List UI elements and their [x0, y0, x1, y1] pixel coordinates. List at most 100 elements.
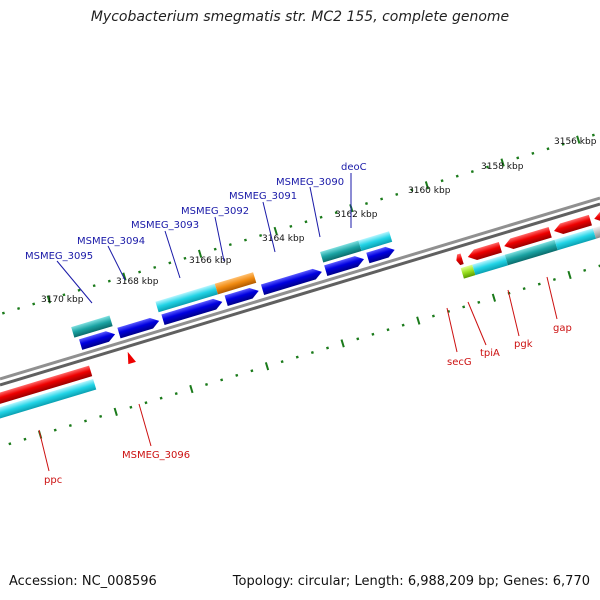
gene-marker-msmeg-3096[interactable] [125, 350, 136, 365]
leader-line [467, 301, 487, 346]
cds-block-teal[interactable] [71, 315, 113, 338]
minor-tick [334, 211, 338, 215]
accession-value: NC_008596 [81, 574, 157, 589]
gene-label-ppc[interactable]: ppc [44, 475, 62, 486]
leader-line [214, 216, 225, 262]
minor-tick [138, 270, 142, 274]
cds-block-cyan[interactable] [155, 283, 218, 313]
gene-label-msmeg-3094[interactable]: MSMEG_3094 [77, 236, 145, 247]
leader-line [38, 429, 50, 472]
gene-arrow-reverse[interactable] [0, 365, 93, 408]
minor-tick [250, 369, 254, 373]
gene-arrow-forward[interactable] [324, 254, 365, 276]
gene-arrow-forward[interactable] [161, 297, 224, 326]
minor-tick [455, 174, 459, 178]
minor-tick [235, 373, 239, 377]
gene-label-deoc[interactable]: deoC [341, 162, 367, 173]
minor-tick [8, 442, 12, 446]
ruler-label: 3158 kbp [481, 162, 524, 172]
minor-tick [552, 278, 556, 282]
minor-tick [23, 437, 27, 441]
gene-arrow-forward[interactable] [260, 267, 324, 296]
minor-tick [1, 311, 5, 315]
leader-line [164, 230, 181, 279]
gene-label-msmeg-3093[interactable]: MSMEG_3093 [131, 220, 199, 231]
major-tick [567, 270, 572, 280]
minor-tick [280, 360, 284, 364]
minor-tick [583, 268, 587, 272]
cds-block-orange[interactable] [214, 272, 257, 295]
gene-label-msmeg-3092[interactable]: MSMEG_3092 [181, 206, 249, 217]
gene-label-msmeg-3091[interactable]: MSMEG_3091 [229, 191, 297, 202]
topology-value: circular [297, 574, 346, 589]
major-tick [273, 226, 278, 236]
minor-tick [537, 282, 541, 286]
gene-label-tpia[interactable]: tpiA [480, 348, 500, 359]
minor-tick [205, 382, 209, 386]
minor-tick [386, 328, 390, 332]
cds-block-cyan[interactable] [358, 231, 393, 251]
gene-arrow-forward[interactable] [224, 286, 261, 306]
cds-block-cyan[interactable] [472, 254, 508, 276]
gene-arrow-forward[interactable] [366, 245, 396, 264]
minor-tick [17, 307, 21, 311]
feature-frame [0, 133, 600, 446]
genes-label: Genes: [503, 574, 549, 589]
minor-tick [32, 302, 36, 306]
minor-tick [516, 156, 520, 160]
minor-tick [144, 401, 148, 405]
cds-block-cyan[interactable] [554, 228, 597, 251]
major-tick [491, 293, 497, 302]
leader-line [546, 276, 558, 320]
gene-arrow-forward[interactable] [79, 329, 117, 350]
minor-tick [371, 332, 375, 336]
minor-tick [522, 287, 526, 291]
cds-block-teal[interactable] [320, 240, 362, 263]
minor-tick [462, 305, 466, 309]
length-label: Length: [354, 574, 404, 589]
minor-tick [168, 261, 172, 265]
minor-tick [561, 142, 565, 146]
cds-block-cyan[interactable] [0, 378, 97, 422]
gene-arrow-reverse[interactable] [455, 253, 464, 266]
gene-label-msmeg-3090[interactable]: MSMEG_3090 [276, 177, 344, 188]
minor-tick [259, 233, 263, 237]
cds-block-lime[interactable] [460, 264, 476, 279]
gene-label-pgk[interactable]: pgk [514, 339, 533, 350]
leader-line [309, 186, 321, 238]
gene-label-gap[interactable]: gap [553, 323, 572, 334]
gene-arrow-reverse[interactable] [466, 241, 502, 262]
minor-tick [228, 243, 232, 247]
reverse-label-leaders [38, 276, 558, 472]
minor-tick [243, 238, 247, 242]
major-tick [424, 181, 430, 190]
gene-label-secg[interactable]: secG [447, 357, 472, 368]
minor-tick [99, 414, 103, 418]
cds-block-teal[interactable] [504, 239, 558, 266]
major-tick [197, 249, 203, 258]
minor-tick [591, 133, 595, 137]
leader-line [446, 307, 458, 353]
minor-tick [77, 288, 81, 292]
minor-tick [92, 284, 96, 288]
gene-arrow-reverse[interactable] [503, 226, 552, 251]
leader-line [262, 201, 276, 253]
minor-tick [401, 323, 405, 327]
gene-label-msmeg-3095[interactable]: MSMEG_3095 [25, 251, 93, 262]
minor-tick [159, 396, 163, 400]
minor-tick [364, 202, 368, 206]
map-title: Mycobacterium smegmatis str. MC2 155, co… [90, 9, 510, 25]
gene-arrow-forward[interactable] [117, 316, 160, 339]
minor-tick [356, 337, 360, 341]
ruler-label: 3168 kbp [116, 277, 159, 287]
minor-tick [129, 405, 133, 409]
ruler-label: 3156 kbp [554, 137, 597, 147]
minor-tick [68, 424, 72, 428]
topology-label: Topology: [232, 574, 294, 589]
gene-arrow-reverse[interactable] [552, 214, 592, 237]
gene-label-msmeg-3096[interactable]: MSMEG_3096 [122, 450, 190, 461]
minor-tick [62, 293, 66, 297]
ruler-labels: 3156 kbp 3158 kbp 3160 kbp 3162 kbp 3164… [41, 137, 597, 305]
genome-summary: Topology: circular; Length: 6,988,209 bp… [232, 574, 590, 589]
minor-tick [295, 355, 299, 359]
